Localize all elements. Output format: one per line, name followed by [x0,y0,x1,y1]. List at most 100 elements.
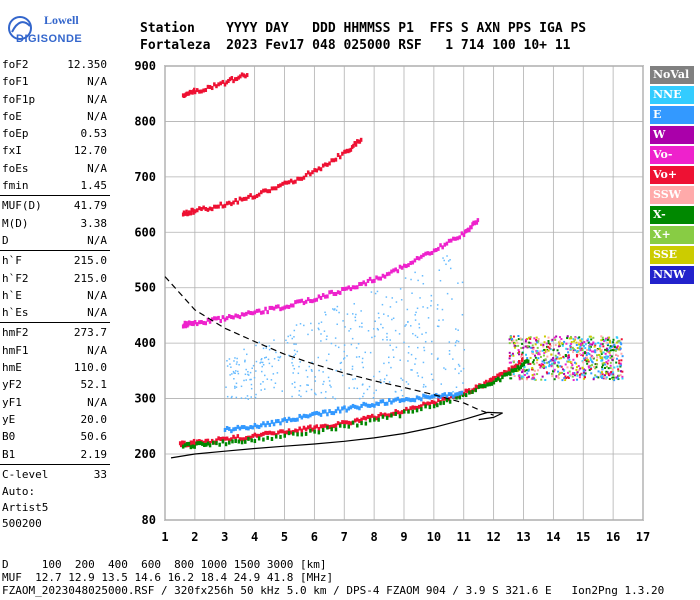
echo-point [250,378,252,381]
echo-point [278,356,281,359]
echo-point [357,343,360,345]
trace-point [441,245,444,250]
trace-point [228,200,231,205]
trace-point [417,396,421,401]
trace-point [420,397,423,402]
echo-point [573,361,576,364]
echo-point [527,376,530,379]
echo-point [362,366,365,369]
trace-point [217,82,220,87]
trace-point [484,384,487,389]
trace-point [394,397,397,402]
param-name: foEs [2,161,29,175]
echo-point [608,336,611,339]
trace-point [289,178,293,183]
echo-point [422,306,424,308]
param-name: hmF2 [2,326,29,340]
echo-point [617,348,620,351]
param-row: yF1 N/A [0,394,110,411]
echo-point [376,290,379,293]
trace-point [420,254,423,259]
echo-point [582,361,585,364]
echo-point [546,355,549,358]
trace-point [388,413,391,418]
trace-point [266,189,269,194]
echo-point [235,370,237,372]
echo-point [436,304,439,306]
trace-point [356,417,359,422]
trace-point [300,298,304,303]
echo-point [565,342,568,345]
trace-point [341,420,344,425]
param-name: foEp [2,127,29,141]
trace-point [437,398,440,403]
echo-point [383,362,385,365]
echo-point [569,373,572,376]
echo-point [592,350,595,353]
footer-line3: FZAOM_2023048025000.RSF / 320fx256h 50 k… [2,584,665,597]
trace-point [464,388,467,393]
echo-point [546,361,549,364]
trace-point [281,418,284,423]
trace-point [245,196,248,201]
echo-point [231,395,233,398]
trace-point [221,436,225,441]
trace-point [334,409,338,414]
trace-point [242,312,246,317]
legend-item: X+ [650,226,694,244]
trace-point [413,405,417,410]
echo-point [551,375,554,378]
echo-point [550,360,553,363]
trace-point [432,393,436,398]
trace-point [455,395,458,400]
echo-point [566,348,569,351]
trace-point [270,419,274,424]
trace-point [218,442,221,447]
trace-point [232,427,235,432]
trace-point [390,269,393,274]
echo-point [431,340,433,343]
echo-point [535,361,538,364]
echo-point [527,362,530,365]
echo-point [348,387,350,389]
echo-point [520,353,523,356]
echo-point [580,343,583,346]
echo-point [255,360,258,363]
echo-point [414,314,416,316]
echo-point [373,392,375,394]
trace-point [311,299,314,304]
param-value: N/A [87,233,107,247]
echo-point [621,370,624,373]
trace-point [471,389,474,394]
echo-point [551,362,554,365]
echo-point [403,341,405,344]
trace-point [239,74,242,79]
param-row: foF1p N/A [0,91,110,108]
echo-point [529,362,532,365]
echo-point [277,359,280,362]
trace-point [330,427,333,432]
trace-point [488,382,491,387]
trace-point [309,172,312,177]
echo-point [547,336,550,339]
footer: D 100 200 400 600 800 1000 1500 3000 [km… [2,558,664,597]
trace-point [403,409,406,414]
echo-point [613,343,616,346]
trace-point [356,285,359,290]
trace-point [230,315,233,320]
echo-point [380,382,382,385]
trace-point [260,310,263,315]
trace-point [405,264,408,269]
trace-point [407,263,410,268]
echo-point [597,370,600,373]
trace-point [245,311,248,316]
trace-point [510,365,514,370]
echo-point [601,364,604,367]
trace-point [523,359,527,364]
trace-point [422,401,425,406]
param-name: B0 [2,430,16,444]
echo-point [573,374,576,377]
echo-point [422,386,425,388]
trace-point [388,398,391,403]
trace-point [232,79,235,84]
